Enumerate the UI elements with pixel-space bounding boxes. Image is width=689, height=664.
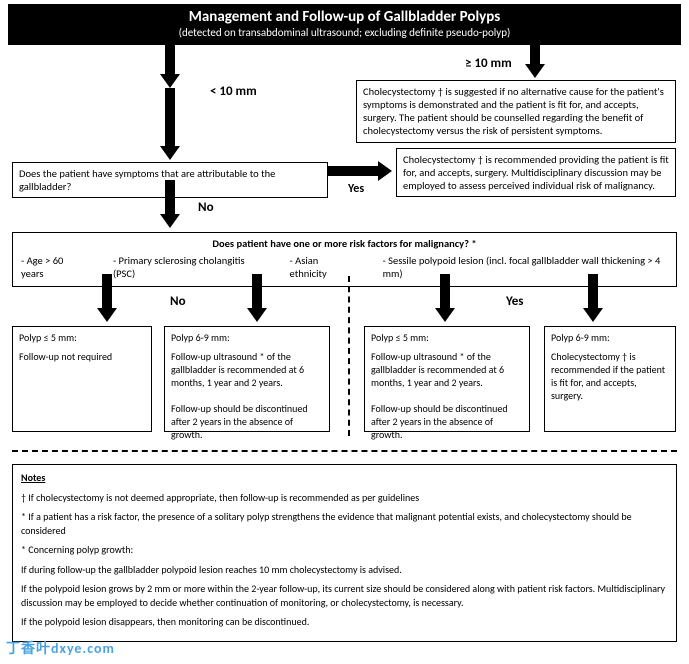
box-result-yes-6-9: Polyp 6-9 mm: Cholecystectomy † is recom… — [544, 326, 676, 432]
risk-item: - Asian ethnicity — [290, 254, 355, 280]
arrow-down-icon — [160, 74, 180, 88]
box-result-yes-le5: Polyp ≤ 5 mm: Follow-up ultrasound * of … — [364, 326, 530, 432]
box-result-no-6-9: Polyp 6-9 mm: Follow-up ultrasound * of … — [164, 326, 330, 432]
risk-title: Does patient have one or more risk facto… — [21, 237, 668, 250]
risk-item: - Primary sclerosing cholangitis (PSC) — [113, 254, 262, 280]
arrow-stem — [165, 180, 175, 214]
arrow-down-icon — [97, 308, 117, 322]
arrow-stem — [102, 274, 112, 308]
risk-items: - Age > 60 years - Primary sclerosing ch… — [21, 254, 668, 280]
arrow-stem — [252, 274, 262, 308]
header-banner: Management and Follow-up of Gallbladder … — [8, 4, 681, 45]
risk-item: - Sessile polypoid lesion (incl. focal g… — [383, 254, 668, 280]
arrow-down-icon — [435, 308, 455, 322]
notes-box: Notes † If cholecystectomy is not deemed… — [12, 464, 677, 642]
arrow-stem — [440, 274, 450, 308]
box-result-no-le5: Polyp ≤ 5 mm: Follow-up not required — [12, 326, 152, 432]
arrow-stem — [588, 274, 598, 308]
arrow-stem — [530, 44, 540, 64]
arrow-down-icon — [583, 308, 603, 322]
label-no2: No — [170, 294, 186, 309]
arrow-down-icon — [525, 64, 545, 78]
arrow-down-icon — [247, 308, 267, 322]
notes-line: If the polypoid lesion disappears, then … — [21, 615, 668, 629]
arrow-stem — [165, 88, 175, 146]
notes-heading: Notes — [21, 471, 668, 485]
header-subtitle: (detected on transabdominal ultrasound; … — [8, 26, 681, 39]
result-title: Polyp ≤ 5 mm: — [19, 331, 145, 344]
result-body: Follow-up ultrasound * of the gallbladde… — [371, 350, 523, 441]
notes-line: † If cholecystectomy is not deemed appro… — [21, 491, 668, 505]
header-title: Management and Follow-up of Gallbladder … — [8, 8, 681, 26]
notes-line: * Concerning polyp growth: — [21, 543, 668, 557]
arrow-right-icon — [378, 161, 392, 181]
label-lt10: < 10 mm — [210, 84, 257, 99]
label-ge10: ≥ 10 mm — [465, 56, 512, 71]
result-title: Polyp 6-9 mm: — [551, 331, 669, 344]
divider-vertical-dashed — [348, 276, 350, 436]
arrow-stem — [328, 166, 378, 176]
arrow-down-icon — [160, 146, 180, 160]
result-title: Polyp 6-9 mm: — [171, 331, 323, 344]
divider-horizontal-dashed — [12, 450, 677, 452]
label-yes1: Yes — [348, 182, 364, 196]
label-yes2: Yes — [506, 294, 523, 309]
box-yes-answer: Cholecystectomy † is recommended providi… — [396, 148, 676, 197]
label-no1: No — [198, 200, 214, 215]
result-body: Follow-up not required — [19, 350, 145, 363]
notes-line: * If a patient has a risk factor, the pr… — [21, 510, 668, 537]
arrow-down-icon — [160, 214, 180, 228]
result-body: Follow-up ultrasound * of the gallbladde… — [171, 350, 323, 441]
result-body: Cholecystectomy † is recommended if the … — [551, 350, 669, 402]
arrow-stem — [165, 44, 175, 74]
box-ge10: Cholecystectomy † is suggested if no alt… — [356, 80, 676, 143]
risk-item: - Age > 60 years — [21, 254, 85, 280]
notes-line: If the polypoid lesion grows by 2 mm or … — [21, 582, 668, 609]
result-title: Polyp ≤ 5 mm: — [371, 331, 523, 344]
notes-line: If during follow-up the gallbladder poly… — [21, 563, 668, 577]
watermark: 丁香叶dxye.com — [6, 638, 115, 658]
